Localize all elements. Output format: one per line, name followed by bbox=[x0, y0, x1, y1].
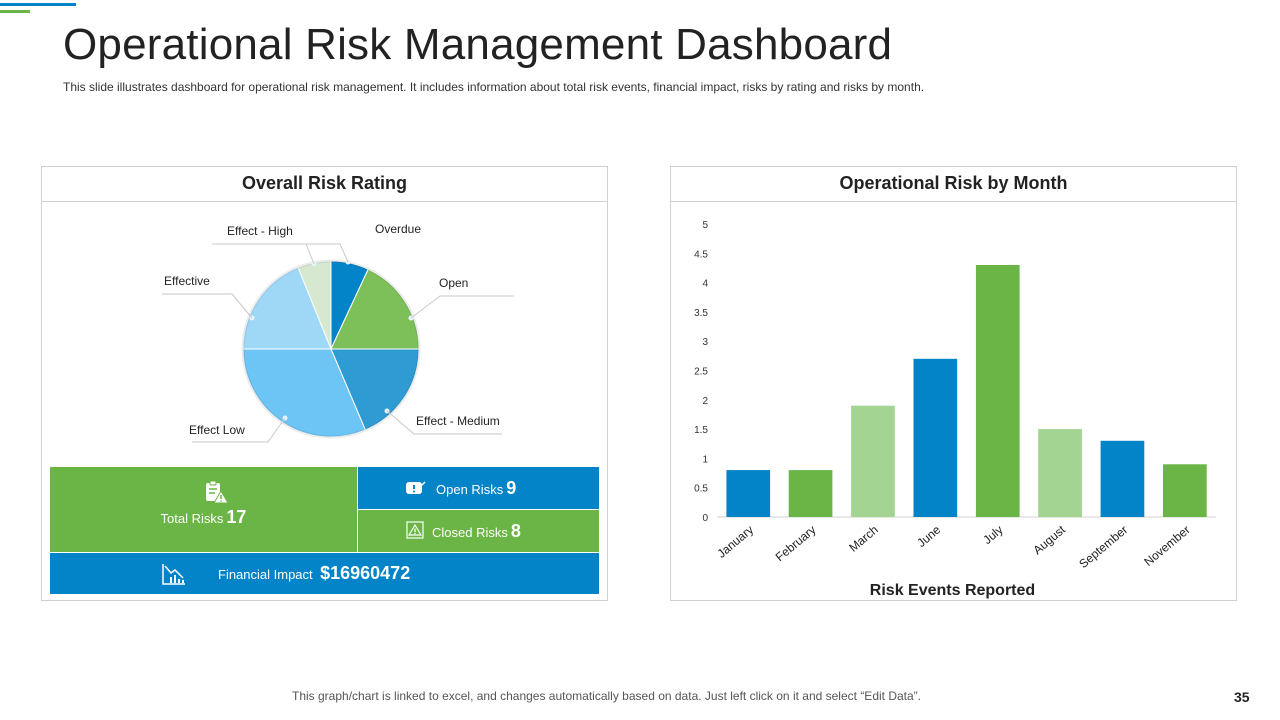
x-axis-ticks: January February March June July August Septem… bbox=[714, 522, 1192, 571]
x-tick-label-august: August bbox=[1030, 522, 1068, 557]
page-number: 35 bbox=[1234, 689, 1250, 705]
warning-triangle-icon bbox=[406, 521, 424, 539]
y-tick-label: 0 bbox=[702, 513, 708, 524]
bar-september[interactable] bbox=[1100, 440, 1145, 517]
closed-risks-tile[interactable]: Closed Risks 8 bbox=[358, 510, 599, 552]
y-axis-ticks: 0 0.5 1 1.5 2 2.5 3 3.5 4 4.5 5 bbox=[694, 220, 708, 524]
open-risks-value: 9 bbox=[506, 478, 517, 498]
closed-risks-value: 8 bbox=[510, 521, 521, 541]
x-tick-label-september: September bbox=[1076, 523, 1130, 571]
x-tick-label-march: March bbox=[846, 523, 881, 555]
pie-label-effective: Effective bbox=[164, 274, 210, 288]
pie-label-effect-high: Effect - High bbox=[227, 224, 293, 238]
operational-risk-by-month-panel: Operational Risk by Month 0 0.5 1 1.5 2 2.5 3 3… bbox=[670, 166, 1237, 601]
page-subtitle: This slide illustrates dashboard for ope… bbox=[63, 80, 925, 94]
financial-impact-label: Financial Impact bbox=[218, 567, 313, 582]
open-risks-tile[interactable]: Open Risks 9 bbox=[358, 467, 599, 509]
x-axis-label: Risk Events Reported bbox=[870, 582, 1035, 599]
y-tick-label: 1.5 bbox=[694, 425, 708, 436]
x-tick-label-july: July bbox=[980, 523, 1005, 547]
bar-july[interactable] bbox=[975, 265, 1020, 517]
y-tick-label: 4.5 bbox=[694, 249, 708, 260]
pie-label-effect-low: Effect Low bbox=[189, 423, 245, 437]
pie-label-effect-medium: Effect - Medium bbox=[416, 414, 500, 428]
financial-impact-value: $16960472 bbox=[320, 563, 411, 583]
alert-box-icon bbox=[406, 481, 426, 494]
pie-label-overdue: Overdue bbox=[375, 222, 422, 236]
accent-line-blue bbox=[0, 3, 76, 6]
chart-title: Operational Risk by Month bbox=[671, 167, 1236, 202]
x-tick-label-november: November bbox=[1141, 523, 1192, 569]
y-tick-label: 4 bbox=[702, 279, 708, 290]
page-title: Operational Risk Management Dashboard bbox=[63, 20, 893, 69]
total-risks-value: 17 bbox=[226, 507, 247, 527]
accent-line-green bbox=[0, 10, 30, 13]
closed-risks-label: Closed Risks bbox=[432, 525, 508, 540]
bar-june[interactable] bbox=[913, 358, 958, 517]
total-risks-label: Total Risks bbox=[160, 511, 224, 526]
pie-slice-effective[interactable] bbox=[242, 266, 332, 350]
x-tick-label-january: January bbox=[714, 523, 756, 561]
bar-august[interactable] bbox=[1038, 429, 1082, 517]
y-tick-label: 3.5 bbox=[694, 308, 708, 319]
total-risks-tile[interactable]: Total Risks 17 bbox=[50, 467, 357, 552]
financial-impact-tile[interactable]: Financial Impact $16960472 bbox=[50, 553, 599, 594]
x-tick-label-february: February bbox=[773, 523, 819, 565]
y-tick-label: 5 bbox=[702, 220, 708, 231]
declining-chart-icon bbox=[162, 564, 185, 585]
overall-risk-rating-panel: Overall Risk Rating Overdue Open Effect … bbox=[41, 166, 608, 601]
bar-january[interactable] bbox=[726, 470, 771, 517]
x-tick-label-june: June bbox=[914, 522, 943, 550]
footer-note: This graph/chart is linked to excel, and… bbox=[292, 689, 921, 703]
risk-by-month-bar-chart[interactable]: 0 0.5 1 1.5 2 2.5 3 3.5 4 4.5 5 January February Mar… bbox=[671, 202, 1236, 600]
bar-february[interactable] bbox=[788, 470, 833, 517]
clipboard-warning-icon bbox=[206, 480, 229, 504]
pie-rim bbox=[241, 259, 421, 439]
y-tick-label: 2.5 bbox=[694, 367, 708, 378]
bars bbox=[726, 265, 1207, 517]
open-risks-label: Open Risks bbox=[436, 482, 504, 497]
bar-november[interactable] bbox=[1163, 464, 1207, 517]
y-tick-label: 0.5 bbox=[694, 484, 708, 495]
y-tick-label: 3 bbox=[702, 337, 708, 348]
y-tick-label: 1 bbox=[702, 454, 708, 465]
pie-slice-effect-medium[interactable] bbox=[330, 348, 420, 431]
y-tick-label: 2 bbox=[702, 396, 708, 407]
pie-slice-open[interactable] bbox=[330, 268, 420, 350]
overall-risk-rating-title: Overall Risk Rating bbox=[42, 167, 607, 202]
bar-march[interactable] bbox=[851, 405, 895, 517]
pie-leader-lines bbox=[162, 243, 514, 443]
pie-label-open: Open bbox=[439, 276, 469, 290]
pie-slices bbox=[241, 259, 421, 439]
risk-pie-chart[interactable] bbox=[42, 202, 607, 462]
